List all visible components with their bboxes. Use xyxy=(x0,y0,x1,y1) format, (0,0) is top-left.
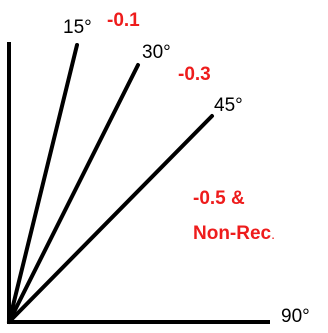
ray-15-degrees xyxy=(7,43,79,324)
label-90-degrees: 90° xyxy=(281,306,310,327)
value-15-degrees: -0.1 xyxy=(107,10,140,31)
value-45-degrees-line1: -0.5 & xyxy=(193,188,245,209)
value-30-degrees: -0.3 xyxy=(178,64,211,85)
value-45-degrees-period: . xyxy=(271,226,275,242)
ray-45-degrees xyxy=(7,114,214,324)
label-15-degrees: 15° xyxy=(63,17,92,38)
value-45-degrees-text: Non-Rec xyxy=(193,223,272,244)
value-45-degrees-line2: Non-Rec. xyxy=(193,223,275,244)
ray-30-degrees xyxy=(7,63,140,324)
label-30-degrees: 30° xyxy=(142,42,171,63)
label-45-degrees: 45° xyxy=(214,95,243,116)
